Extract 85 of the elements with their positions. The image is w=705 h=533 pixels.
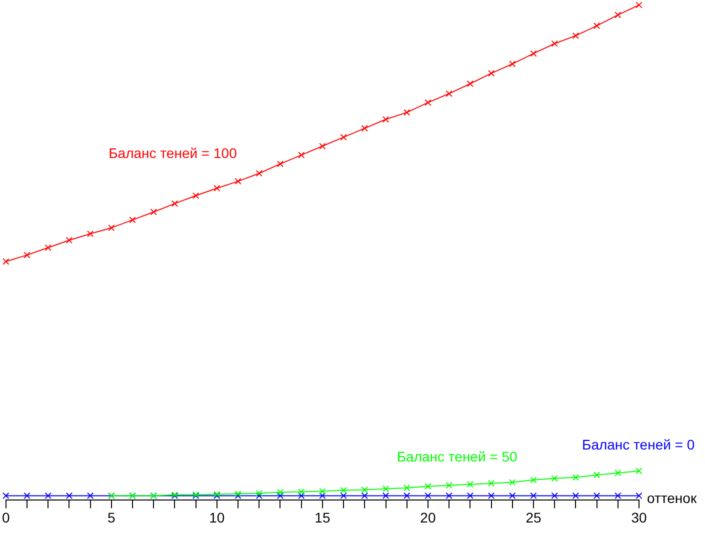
point: [530, 476, 537, 484]
point: [276, 492, 284, 500]
point: [319, 488, 326, 495]
point: [614, 12, 622, 18]
point: [214, 184, 220, 192]
point: [530, 492, 537, 500]
point: [66, 492, 73, 500]
point: [276, 160, 284, 168]
point: [340, 134, 347, 141]
point: [86, 492, 94, 500]
point: [446, 90, 452, 97]
point: [382, 485, 390, 492]
point: [24, 252, 30, 258]
point: [382, 116, 390, 123]
point: [404, 484, 410, 492]
point: [108, 224, 115, 232]
point: [361, 124, 368, 132]
point: [2, 492, 10, 500]
x-tick-label: 10: [209, 509, 225, 526]
point: [593, 22, 600, 30]
point: [192, 192, 200, 199]
x-axis-title: оттенок: [647, 490, 698, 506]
point: [424, 483, 432, 490]
point: [256, 170, 262, 177]
point: [66, 236, 73, 244]
point: [361, 486, 368, 494]
point: [298, 152, 305, 158]
point: [319, 142, 326, 150]
point: [298, 488, 305, 496]
point: [446, 492, 452, 500]
point: [404, 109, 410, 116]
point: [488, 492, 495, 500]
point: [466, 80, 474, 88]
point: [150, 208, 157, 216]
point: [256, 490, 262, 497]
point: [572, 32, 580, 40]
point: [488, 480, 495, 487]
point: [551, 492, 558, 500]
point: [614, 470, 622, 476]
point: [2, 258, 10, 265]
point: [276, 488, 284, 496]
point: [614, 492, 622, 500]
point: [424, 492, 432, 500]
point: [572, 492, 580, 500]
point: [509, 60, 516, 68]
point: [129, 216, 136, 224]
x-tick-label: 20: [420, 509, 436, 526]
point: [340, 492, 347, 500]
series-label: Баланс теней = 100: [108, 144, 238, 161]
point: [340, 486, 347, 494]
point: [593, 492, 600, 500]
x-tick-label: 5: [108, 509, 116, 526]
point: [593, 472, 600, 478]
point: [551, 475, 558, 482]
x-tick-label: 30: [631, 509, 647, 526]
point: [636, 2, 642, 8]
point: [298, 492, 305, 500]
x-tick-label: 0: [2, 509, 10, 526]
point: [256, 492, 262, 500]
point: [509, 479, 516, 486]
point: [171, 200, 178, 207]
point: [466, 492, 474, 500]
point: [551, 40, 558, 47]
point: [636, 468, 642, 474]
point: [44, 492, 52, 500]
text: Баланс теней = 0: [582, 436, 695, 453]
point: [44, 244, 52, 251]
x-tick-label: 25: [526, 509, 542, 526]
point: [424, 99, 432, 106]
point: [24, 492, 30, 500]
point: [509, 492, 516, 500]
x-tick-label: 15: [314, 509, 330, 526]
series-label: Баланс теней = 50: [396, 448, 518, 465]
point: [86, 230, 94, 238]
point: [466, 481, 474, 488]
point: [319, 492, 326, 500]
point: [382, 492, 390, 500]
point: [488, 70, 495, 77]
point: [234, 178, 242, 185]
point: [530, 50, 537, 57]
point: [361, 492, 368, 500]
point: [572, 474, 580, 481]
point: [636, 492, 642, 500]
point: [446, 482, 452, 489]
point: [404, 492, 410, 500]
